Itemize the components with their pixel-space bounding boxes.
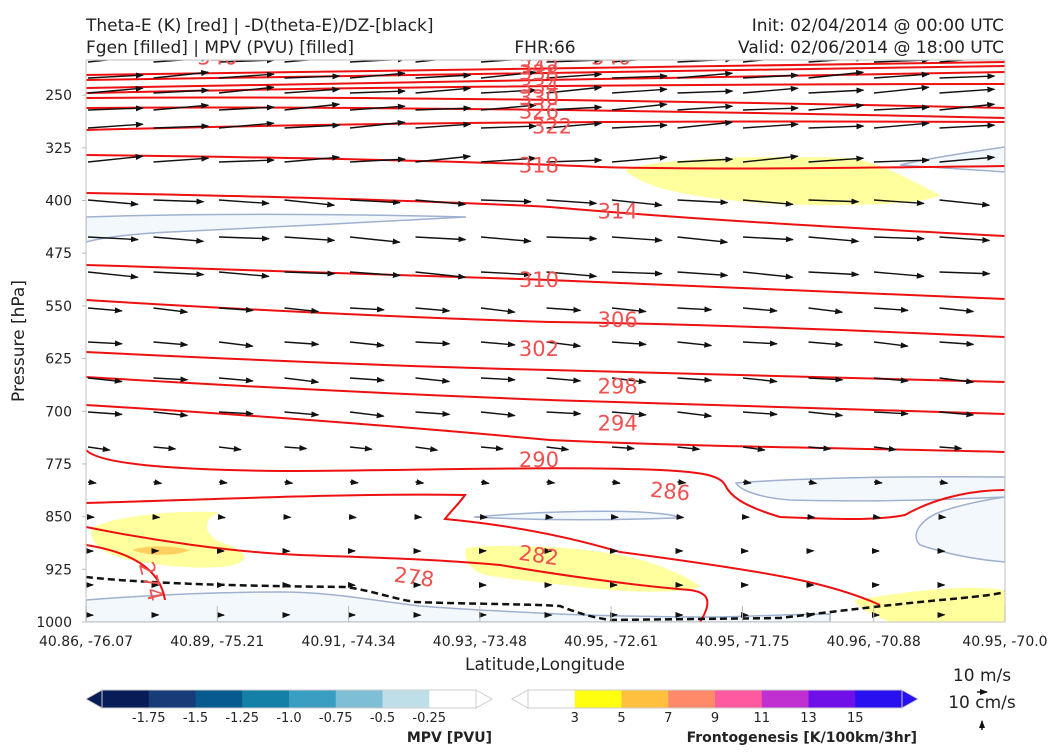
x-axis-label: Latitude,Longitude <box>465 655 625 675</box>
colorbar-swatch <box>855 690 902 708</box>
fgen-colorbar-label: 5 <box>617 711 625 726</box>
y-tick-label: 850 <box>45 510 72 526</box>
colorbar-swatch <box>289 690 336 708</box>
fgen-colorbar-label: 9 <box>711 711 719 726</box>
theta-e-label: 306 <box>598 308 638 332</box>
y-tick-label: 625 <box>45 352 72 368</box>
y-axis-label: Pressure [hPa] <box>9 280 29 402</box>
colorbar-swatch <box>715 690 762 708</box>
x-tick-label: 40.93, -73.48 <box>433 634 527 650</box>
wind-vector <box>219 517 225 518</box>
mpv-colorbar-label: -0.75 <box>319 711 353 726</box>
theta-e-label: 310 <box>519 268 559 292</box>
y-tick-label: 475 <box>45 246 72 262</box>
colorbar-swatch <box>196 690 243 708</box>
fgen-colorbar-label: 7 <box>664 711 672 726</box>
colorbar-swatch <box>336 690 383 708</box>
fgen-colorbar-label: 13 <box>800 711 817 726</box>
colorbar-swatch <box>102 690 149 708</box>
theta-e-label: 314 <box>598 199 638 223</box>
y-tick-label: 1000 <box>36 615 72 631</box>
init-time: Init: 02/04/2014 @ 00:00 UTC <box>752 16 1004 36</box>
x-tick-label: 40.91, -74.34 <box>302 634 396 650</box>
theta-e-label: 294 <box>598 411 638 435</box>
x-tick-label: 40.96, -70.88 <box>827 634 921 650</box>
x-tick-label: 40.95, -70.0 <box>962 634 1047 650</box>
mpv-fill-right-upper <box>736 477 1005 501</box>
wind-vector <box>874 482 882 483</box>
mpv-colorbar-label: -1.75 <box>132 711 166 726</box>
mpv-colorbar: -1.75 -1.5 -1.25 -1.0 -0.75 -0.5 -0.25 <box>86 690 492 726</box>
colorbar-swatch <box>809 690 856 708</box>
wind-vector <box>678 517 684 518</box>
colorbar-swatch <box>668 690 715 708</box>
y-tick-label: 700 <box>45 404 72 420</box>
wind-vector <box>547 517 553 518</box>
colorbar-swatch <box>429 690 476 708</box>
y-tick-label: 925 <box>45 562 72 578</box>
title-left-line1: Theta-E (K) [red] | -D(theta-E)/DZ-[blac… <box>85 16 434 36</box>
y-tick-label: 250 <box>45 88 72 104</box>
wind-key-label: 10 m/s <box>953 666 1011 686</box>
y-tick-label: 325 <box>45 141 72 157</box>
wind-vector <box>547 482 555 483</box>
mpv-colorbar-label: -1.5 <box>183 711 208 726</box>
mpv-colorbar-label: -1.25 <box>225 711 259 726</box>
title-left-line2: Fgen [filled] | MPV (PVU) [filled] <box>86 38 354 58</box>
y-tick-label: 775 <box>45 457 72 473</box>
theta-e-label: 290 <box>519 448 559 472</box>
x-tick-label: 40.95, -71.75 <box>695 634 789 650</box>
vertical-key-label: 10 cm/s <box>948 693 1016 713</box>
x-tick-label: 40.95, -72.61 <box>564 634 658 650</box>
forecast-hour: FHR:66 <box>514 38 575 58</box>
y-tick-label: 550 <box>45 299 72 315</box>
mpv-colorbar-label: -1.0 <box>276 711 301 726</box>
colorbar-swatch <box>528 690 575 708</box>
frontogenesis-colorbar: 3 5 7 9 11 13 15 <box>512 690 918 726</box>
colorbar-extend-left <box>512 690 528 708</box>
fgen-colorbar-label: 15 <box>847 711 864 726</box>
colorbar-swatch <box>762 690 809 708</box>
theta-e-label: 302 <box>519 337 559 361</box>
colorbar-swatch <box>383 690 430 708</box>
colorbar-swatch <box>149 690 196 708</box>
x-tick-label: 40.89, -75.21 <box>170 634 264 650</box>
theta-e-label: 318 <box>519 154 559 178</box>
valid-time: Valid: 02/06/2014 @ 18:00 UTC <box>738 38 1004 58</box>
x-tick-label: 40.86, -76.07 <box>39 634 133 650</box>
mpv-colorbar-label: -0.25 <box>412 711 446 726</box>
colorbar-swatch <box>575 690 622 708</box>
wind-vector <box>219 482 227 483</box>
colorbar-swatch <box>242 690 289 708</box>
y-tick-label: 400 <box>45 194 72 210</box>
colorbar-extend-left <box>86 690 102 708</box>
theta-e-label: 322 <box>532 114 572 138</box>
wind-vector <box>350 482 358 483</box>
wind-vector <box>350 517 356 518</box>
mpv-colorbar-label: -0.5 <box>370 711 395 726</box>
y-axis-ticks: 250 325 400 475 550 625 700 775 850 925 1000 <box>36 88 86 631</box>
colorbar-extend-right <box>902 690 918 708</box>
mpv-colorbar-title: MPV [PVU] <box>407 730 492 746</box>
theta-e-label: 286 <box>649 478 691 506</box>
fgen-colorbar-label: 3 <box>571 711 579 726</box>
colorbar-swatch <box>622 690 669 708</box>
fgen-colorbar-label: 11 <box>753 711 770 726</box>
theta-e-label: 298 <box>598 374 638 398</box>
colorbar-extend-right <box>476 690 492 708</box>
theta-e-label: 340 <box>591 45 631 69</box>
frontogenesis-colorbar-title: Frontogenesis [K/100km/3hr] <box>687 730 917 746</box>
wind-vector <box>874 517 880 518</box>
